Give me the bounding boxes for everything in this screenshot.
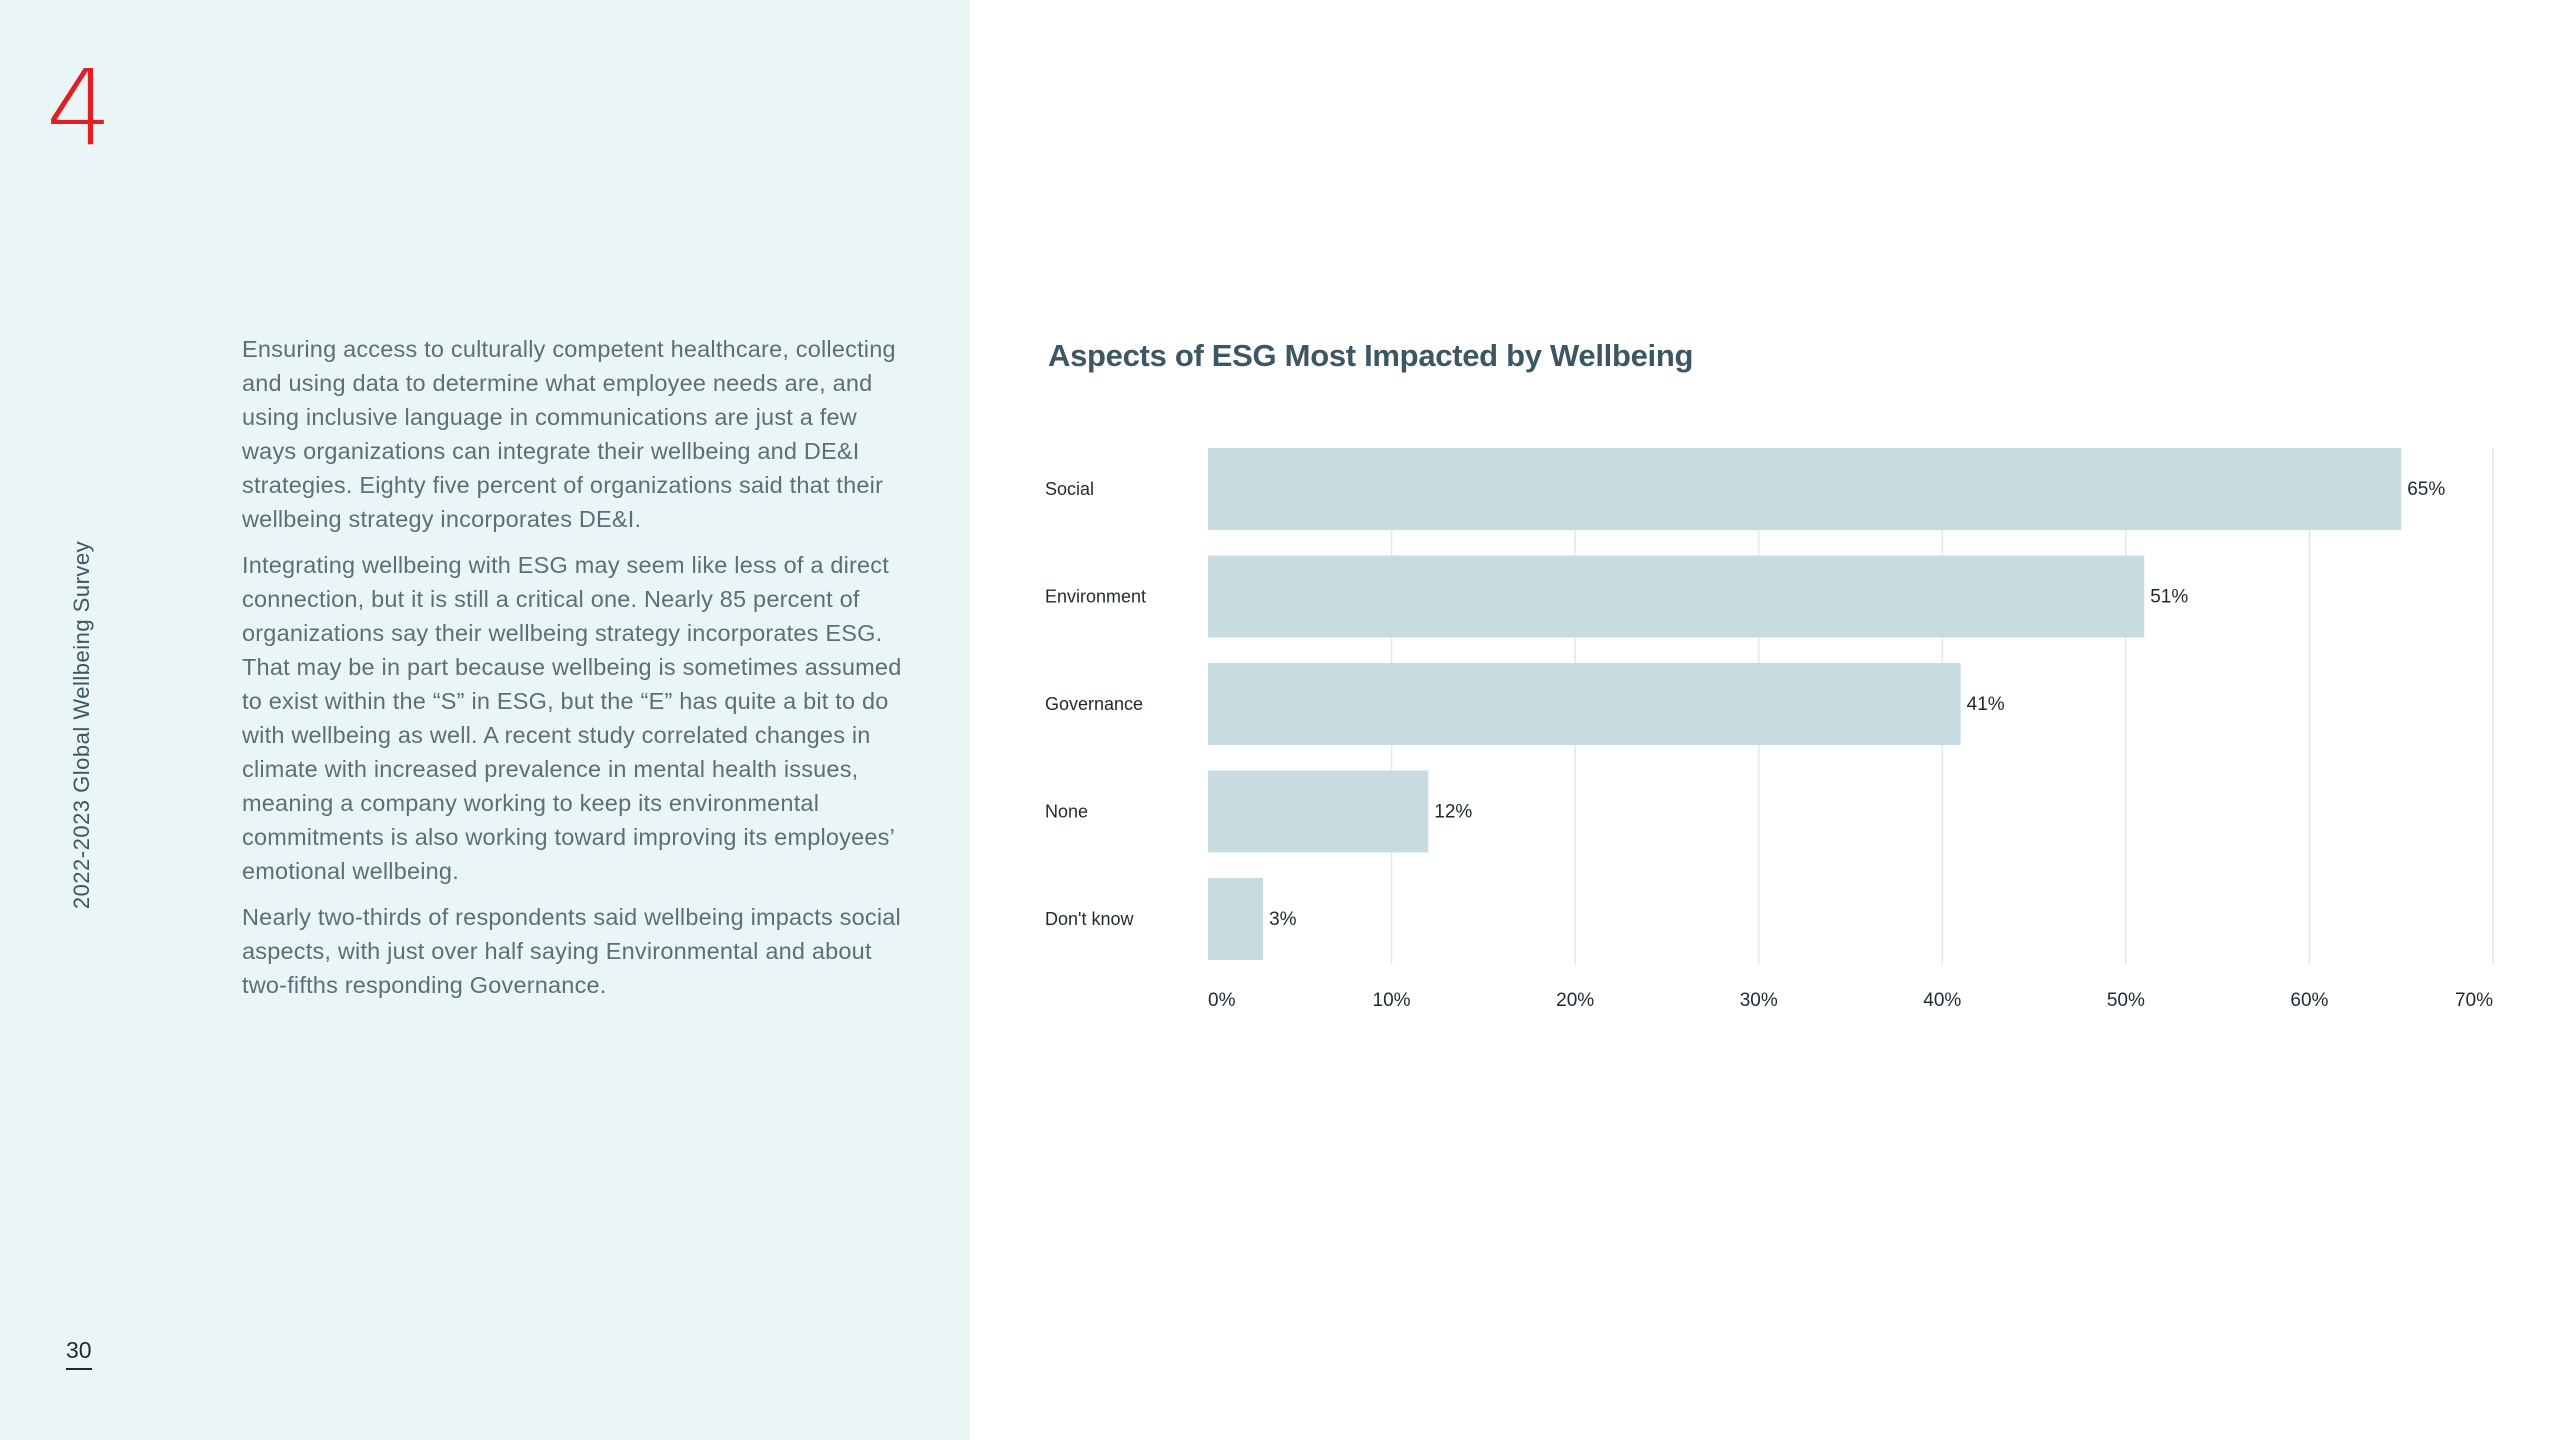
- x-tick-label-60: 60%: [2290, 990, 2328, 1011]
- category-label-don-t-know: Don't know: [1045, 909, 1134, 929]
- value-label-environment: 51%: [2150, 587, 2188, 608]
- paragraph-2: Integrating wellbeing with ESG may seem …: [242, 552, 902, 884]
- value-label-governance: 41%: [1967, 694, 2005, 715]
- category-label-social: Social: [1045, 479, 1094, 499]
- value-label-social: 65%: [2407, 479, 2445, 500]
- bar-environment: [1208, 555, 2145, 638]
- left-panel: 4 2022-2023 Global Wellbeing Survey Ensu…: [0, 0, 970, 1440]
- page-number: 30: [66, 1337, 92, 1370]
- category-label-environment: Environment: [1045, 587, 1146, 607]
- report-title-vertical: 2022-2023 Global Wellbeing Survey: [69, 540, 94, 910]
- body-text: Ensuring access to culturally competent …: [242, 332, 902, 1014]
- bar-don-t-know: [1208, 878, 1264, 960]
- x-tick-label-50: 50%: [2107, 990, 2145, 1011]
- bars: [1208, 448, 2402, 960]
- x-tick-label-20: 20%: [1556, 990, 1594, 1011]
- chart-title: Aspects of ESG Most Impacted by Wellbein…: [1048, 338, 1694, 373]
- category-label-governance: Governance: [1045, 694, 1143, 714]
- x-tick-label-40: 40%: [1923, 990, 1961, 1011]
- labels: 0% 10% 20% 30% 40% 50% 60% 70% Social 65% Environm…: [1045, 479, 2493, 1011]
- x-tick-label-10: 10%: [1373, 990, 1411, 1011]
- bar-none: [1208, 770, 1429, 853]
- bar-governance: [1208, 663, 1961, 745]
- bar-social: [1208, 448, 2402, 530]
- paragraph-3: Nearly two-thirds of respondents said we…: [242, 904, 901, 998]
- value-label-don-t-know: 3%: [1269, 909, 1297, 930]
- bar-chart: 0% 10% 20% 30% 40% 50% 60% 70% Social 65% Environm…: [1045, 448, 2494, 1011]
- x-tick-label-70: 70%: [2455, 990, 2493, 1011]
- x-tick-label-30: 30%: [1740, 990, 1778, 1011]
- section-number: 4: [46, 47, 113, 169]
- x-tick-label-0: 0%: [1208, 990, 1236, 1011]
- value-label-none: 12%: [1434, 802, 1472, 823]
- category-label-none: None: [1045, 802, 1088, 822]
- paragraph-1: Ensuring access to culturally competent …: [242, 336, 896, 532]
